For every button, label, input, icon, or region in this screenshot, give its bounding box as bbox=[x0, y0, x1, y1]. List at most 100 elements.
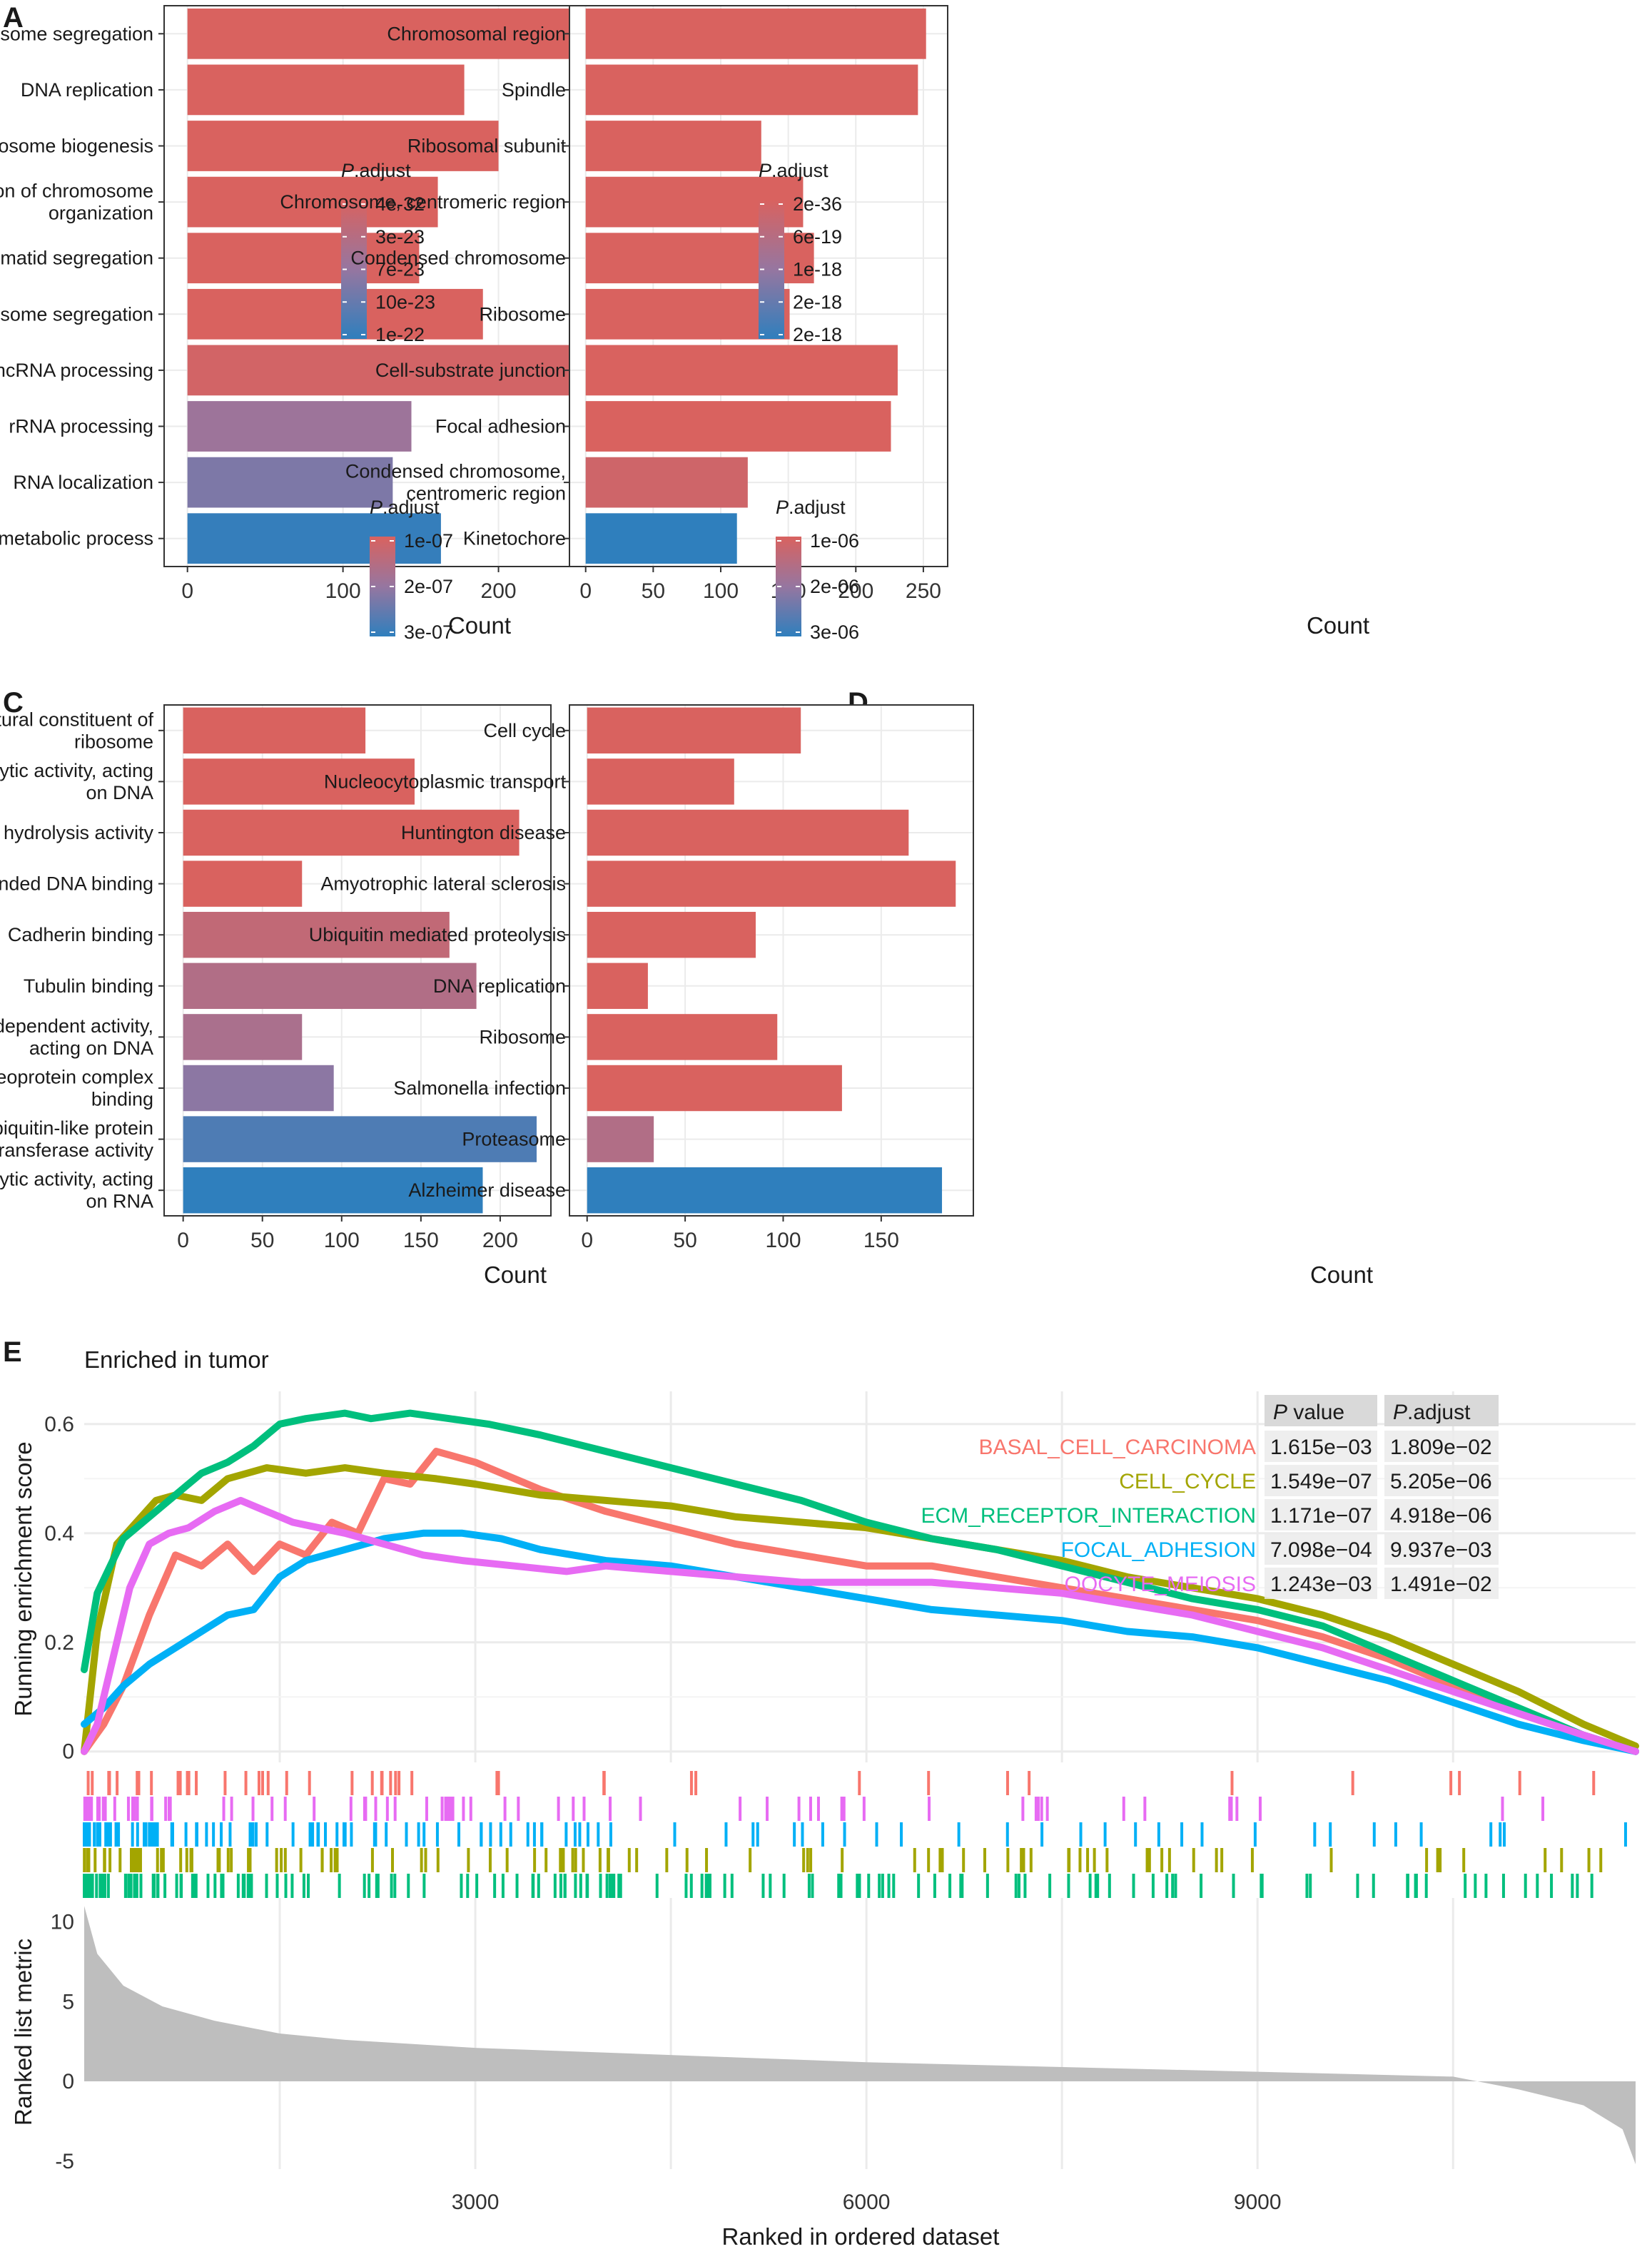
panel-a-legend-title-rest: .adjust bbox=[354, 160, 411, 181]
panel-b-category-label: Focal adhesion bbox=[435, 416, 566, 437]
panel-c-bar bbox=[183, 911, 450, 958]
panel-d-category-line: Huntington disease bbox=[401, 822, 566, 843]
panel-a-xtick-label: 0 bbox=[181, 579, 193, 603]
panel-a-category-line: rRNA metabolic process bbox=[0, 528, 153, 549]
panel-c-legend-label: 2e-07 bbox=[404, 576, 453, 597]
table-cell-bg bbox=[1384, 1465, 1499, 1496]
panel-a-category-line: organization bbox=[49, 203, 153, 224]
panel-a-bar bbox=[187, 8, 589, 59]
panel-b-xtick-label: 50 bbox=[642, 579, 665, 603]
panel-b-legend-label: 2e-18 bbox=[793, 291, 842, 313]
panel-d-category-label: Huntington disease bbox=[401, 822, 566, 843]
table-header-p: P bbox=[1273, 1401, 1287, 1424]
panel-b-category-line: Chromosomal region bbox=[387, 23, 566, 44]
panel-c-category-line: Cadherin binding bbox=[8, 924, 153, 945]
panel-c-category-line: ATP-dependent activity, bbox=[0, 1015, 153, 1037]
panel-d-bar bbox=[587, 963, 648, 1010]
panel-a-category-label: Chromosome segregation bbox=[0, 23, 153, 44]
panel-e-ranked-ytick-label: -5 bbox=[55, 2150, 74, 2173]
panel-a-bar bbox=[187, 233, 420, 284]
panel-b-legend-title-p: P bbox=[759, 160, 771, 181]
panel-b-bar bbox=[585, 457, 748, 508]
panel-c-letter: C bbox=[3, 687, 24, 719]
table-header-p: P bbox=[1393, 1401, 1407, 1424]
panel-c-category-line: binding bbox=[91, 1089, 153, 1110]
panel-e-xtick-label: 6000 bbox=[843, 2190, 891, 2214]
panel-e-series-line-oocyte-meiosis bbox=[81, 1496, 1639, 1755]
panel-b-bar bbox=[585, 345, 898, 396]
panel-d-legend-title: P.adjust bbox=[776, 497, 846, 518]
panel-a-category-label: ncRNA processing bbox=[0, 360, 153, 381]
panel-b-category-line: Kinetochore bbox=[463, 528, 566, 549]
panel-c-xtick-label: 150 bbox=[403, 1229, 439, 1252]
panel-a-category-line: rRNA processing bbox=[9, 416, 153, 437]
panel-d-xtick-label: 0 bbox=[581, 1229, 593, 1252]
panel-d-xtick-label: 150 bbox=[863, 1229, 899, 1252]
panel-b-plot-border bbox=[569, 5, 948, 567]
table-cell-bg bbox=[1265, 1568, 1377, 1599]
panel-d-xtick-label: 100 bbox=[765, 1229, 801, 1252]
panel-b-xtick-label: 100 bbox=[703, 579, 739, 603]
panel-d-category-line: Ubiquitin mediated proteolysis bbox=[309, 924, 566, 945]
panel-c-category-line: Catalytic activity, acting bbox=[0, 760, 153, 781]
panel-c-bar bbox=[183, 758, 415, 805]
table-cell-bg bbox=[1384, 1499, 1499, 1530]
panel-b-legend: P.adjust 2e-36 6e-19 1e-18 2e-18 2e-18 bbox=[759, 160, 842, 345]
panel-a-category-label: Ribosome biogenesis bbox=[0, 136, 153, 157]
panel-d-bar bbox=[587, 1065, 842, 1112]
panel-a-category-line: ncRNA processing bbox=[0, 360, 153, 381]
panel-a-xtick-label: 100 bbox=[325, 579, 361, 603]
panel-d-bar bbox=[587, 911, 756, 958]
panel-c-xtick-label: 50 bbox=[250, 1229, 274, 1252]
panel-e-xlabel: Ranked in ordered dataset bbox=[722, 2223, 1000, 2249]
panel-d-category-label: Nucleocytoplasmic transport bbox=[324, 771, 567, 792]
panel-a-chart: Chromosome segregation DNA replication Rib… bbox=[0, 5, 616, 603]
table-row-pvalue: 1.171e−07 bbox=[1270, 1504, 1372, 1528]
panel-a-legend-title: P.adjust bbox=[341, 160, 411, 181]
panel-c-category-line: Single-stranded DNA binding bbox=[0, 873, 153, 895]
panel-e-ytick-label: 0.4 bbox=[44, 1522, 74, 1545]
panel-a-bar bbox=[187, 345, 572, 396]
panel-c-bar bbox=[183, 1116, 537, 1162]
panel-b-category-line: Chromosome, centromeric region bbox=[280, 191, 566, 213]
panel-a-xtick-label: 200 bbox=[481, 579, 517, 603]
table-row-name: ECM_RECEPTOR_INTERACTION bbox=[921, 1504, 1256, 1528]
table-cell-bg bbox=[1265, 1431, 1377, 1462]
panel-d-category-label: Ubiquitin mediated proteolysis bbox=[309, 924, 566, 945]
panel-b-category-label: Chromosome, centromeric region bbox=[280, 191, 566, 213]
panel-c-bar bbox=[183, 707, 366, 754]
panel-e-ranked-metric-area bbox=[84, 1906, 1636, 2165]
table-row-padjust: 1.809e−02 bbox=[1390, 1436, 1492, 1459]
panel-b-legend-title: P.adjust bbox=[759, 160, 828, 181]
panel-b-bar bbox=[585, 401, 891, 452]
panel-a-bar bbox=[187, 288, 483, 340]
panel-b-category-label: Chromosomal region bbox=[387, 23, 566, 44]
panel-c-legend-title-rest: .adjust bbox=[382, 497, 440, 518]
panel-e-ylabel-running: Running enrichment score bbox=[10, 1441, 36, 1716]
panel-b-category-line: Spindle bbox=[502, 79, 566, 101]
table-header-rest: value bbox=[1287, 1401, 1344, 1424]
panel-b-legend-label: 1e-18 bbox=[793, 259, 842, 280]
panel-b-category-label: Condensed chromosome, centromeric region bbox=[345, 461, 566, 504]
panel-c-category-label: ATP-dependent activity,acting on DNA bbox=[0, 1015, 153, 1059]
panel-b-category-label: Spindle bbox=[502, 79, 566, 101]
panel-e-ytick-label: 0.6 bbox=[44, 1413, 74, 1436]
panel-c-bar bbox=[183, 1014, 303, 1060]
table-header-padjust: P.adjust bbox=[1393, 1401, 1471, 1424]
table-cell-bg bbox=[1384, 1568, 1499, 1599]
panel-d-bar bbox=[587, 860, 956, 907]
panel-a-legend-label: 3e-23 bbox=[375, 226, 425, 248]
panel-c-category-line: Tubulin binding bbox=[24, 975, 153, 997]
table-row-padjust: 1.491e−02 bbox=[1390, 1573, 1492, 1596]
table-row-name: CELL_CYCLE bbox=[1119, 1470, 1256, 1493]
panel-a-category-label: DNA replication bbox=[21, 79, 153, 101]
panel-c-legend: P.adjust 1e-07 2e-07 3e-07 bbox=[370, 497, 453, 643]
panel-d-bar bbox=[587, 1167, 943, 1214]
chart-marks: Chromosome segregation DNA replication Rib… bbox=[0, 5, 1639, 2214]
panel-b-category-line: centromeric region bbox=[406, 483, 566, 504]
panel-a-xlabel: Count bbox=[448, 612, 511, 639]
panel-b-category-line: Ribosome bbox=[479, 303, 566, 325]
panel-e-xtick-label: 9000 bbox=[1234, 2190, 1282, 2214]
